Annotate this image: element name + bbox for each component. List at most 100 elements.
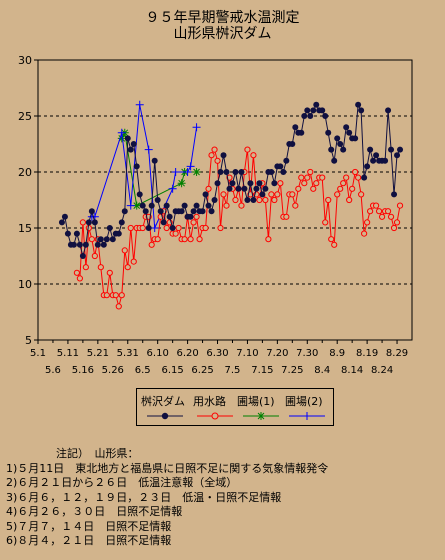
data-point-dam [289,141,296,147]
data-point-dam [271,180,278,187]
data-point-canal [97,264,104,271]
data-point-canal [232,196,239,204]
data-point-dam [250,197,257,203]
data-point-dam [106,225,113,231]
notes: 注記） 山形県： 1)５月11日 東北地方と福島県に日照不足に関する気象情報発令… [6,447,328,549]
data-point-dam [259,191,266,198]
data-point-canal [118,292,125,299]
data-point-canal [250,152,257,159]
data-point-field2 [186,162,195,171]
legend-marker-canal [197,412,233,420]
data-point-canal [202,224,209,232]
data-point-dam [238,169,245,175]
data-point-dam [373,152,380,159]
x-tick-label: 5.6 [45,365,61,376]
data-point-canal [319,174,326,181]
data-point-dam [208,208,215,215]
legend-marker-field2 [289,412,325,420]
data-point-dam [292,124,299,131]
data-point-dam [385,107,392,114]
data-point-dam [115,230,122,237]
y-tick-label: 20 [18,166,32,179]
data-point-canal [121,247,128,254]
x-tick-label: 7.5 [225,365,241,376]
data-point-dam [190,208,197,215]
data-point-canal [378,213,386,220]
data-point-canal [112,292,119,299]
data-point-canal [208,152,215,159]
data-point-dam [64,230,71,237]
data-point-dam [70,241,77,248]
legend-marker-field1 [243,412,279,420]
x-tick-label: 6.10 [147,348,169,359]
data-point-canal [346,196,353,204]
data-point-dam [103,236,110,243]
x-tick-label: 6.20 [176,348,198,359]
data-point-canal [238,202,245,209]
data-point-dam [226,185,233,192]
data-point-canal [277,180,284,187]
chart-subtitle: 山形県桝沢ダム [173,26,272,42]
legend: 桝沢ダム 用水路 圃場(1) 圃場(2) [136,388,334,426]
data-point-dam [340,146,347,153]
x-tick-label: 5.21 [87,348,109,359]
data-point-dam [199,208,206,215]
data-point-canal [283,213,290,220]
data-point-dam [58,219,65,226]
x-tick-label: 7.15 [251,365,273,376]
data-point-dam [298,129,305,136]
data-point-canal [181,236,188,243]
data-point-canal [289,191,296,198]
legend-label-field2: 圃場(2) [285,395,323,408]
data-point-dam [160,219,167,226]
data-point-canal [265,236,272,243]
data-point-canal [193,213,200,220]
x-tick-label: 5.1 [30,348,46,359]
data-point-canal [175,224,182,232]
data-point-dam [118,219,125,226]
data-point-dam [304,107,311,114]
note-line-1: 1)５月11日 東北地方と福島県に日照不足に関する気象情報発令 [6,461,329,475]
data-point-dam [229,180,236,187]
data-point-canal [393,219,401,226]
y-tick-label: 5 [25,334,32,347]
data-point-canal [337,185,344,192]
legend-marker-dam [147,412,183,420]
x-tick-label: 8.14 [341,365,363,376]
x-tick-label: 7.30 [296,348,318,359]
x-tick-label: 8.24 [371,365,393,376]
y-tick-label: 15 [18,222,32,235]
data-point-dam [79,253,86,259]
data-point-dam [178,208,185,215]
y-tick-label: 30 [18,54,32,67]
note-line-2: 2)６月２１日から２６日 低温注意報（全域） [6,476,238,489]
data-point-dam [247,180,254,187]
data-point-canal [79,219,86,226]
data-point-dam [121,208,128,215]
data-point-dam [157,208,164,215]
data-point-field2 [126,201,135,210]
data-point-dam [262,185,269,192]
data-point-dam [130,141,137,147]
data-point-dam [163,202,170,209]
note-line-4: 4)６月２６，３０日 日照不足情報 [6,505,183,518]
legend-label-field1: 圃場(1) [237,395,275,408]
data-point-canal [358,191,365,198]
data-point-canal [262,196,269,204]
data-point-canal [73,269,80,276]
data-point-dam [391,191,398,198]
data-point-canal [220,191,227,198]
y-tick-label: 25 [18,110,32,123]
data-point-canal [139,224,146,232]
data-point-dam [88,208,95,215]
data-point-canal [343,174,350,181]
data-point-dam [307,113,314,119]
data-point-dam [337,141,344,147]
x-tick-label: 6.5 [135,365,151,376]
data-point-dam [397,146,404,153]
data-point-dam [85,219,92,226]
data-point-canal [217,224,224,232]
x-tick-label: 8.4 [314,365,330,376]
data-point-dam [235,185,242,192]
data-point-dam [169,225,176,231]
